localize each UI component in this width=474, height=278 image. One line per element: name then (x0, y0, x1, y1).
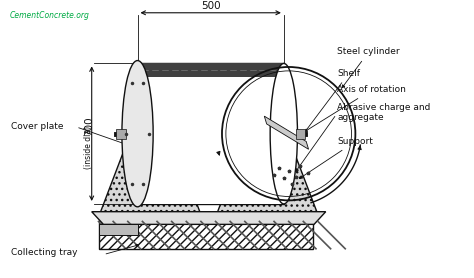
Bar (99, 222, 313, 249)
Text: 700: 700 (84, 116, 94, 136)
Bar (295, 129, 305, 138)
Text: Axis of rotation: Axis of rotation (304, 85, 406, 132)
Polygon shape (264, 116, 309, 149)
Ellipse shape (270, 63, 298, 204)
Bar (116, 129, 126, 138)
Polygon shape (217, 153, 318, 215)
Text: 500: 500 (201, 1, 220, 11)
Text: Cover plate: Cover plate (11, 122, 63, 131)
Text: Steel cylinder: Steel cylinder (337, 47, 400, 88)
Polygon shape (91, 212, 326, 224)
FancyBboxPatch shape (137, 63, 284, 204)
Text: Collecting tray: Collecting tray (11, 247, 77, 257)
Ellipse shape (122, 61, 153, 207)
Ellipse shape (124, 63, 151, 204)
Polygon shape (99, 224, 137, 235)
Text: CementConcrete.org: CementConcrete.org (10, 11, 90, 20)
Polygon shape (100, 153, 201, 215)
Text: Shelf: Shelf (303, 69, 360, 134)
Text: Abrasive charge and
aggregate: Abrasive charge and aggregate (337, 103, 431, 122)
Text: Support: Support (300, 137, 374, 178)
Text: (inside dia): (inside dia) (84, 126, 93, 169)
Bar (137, 63, 284, 77)
